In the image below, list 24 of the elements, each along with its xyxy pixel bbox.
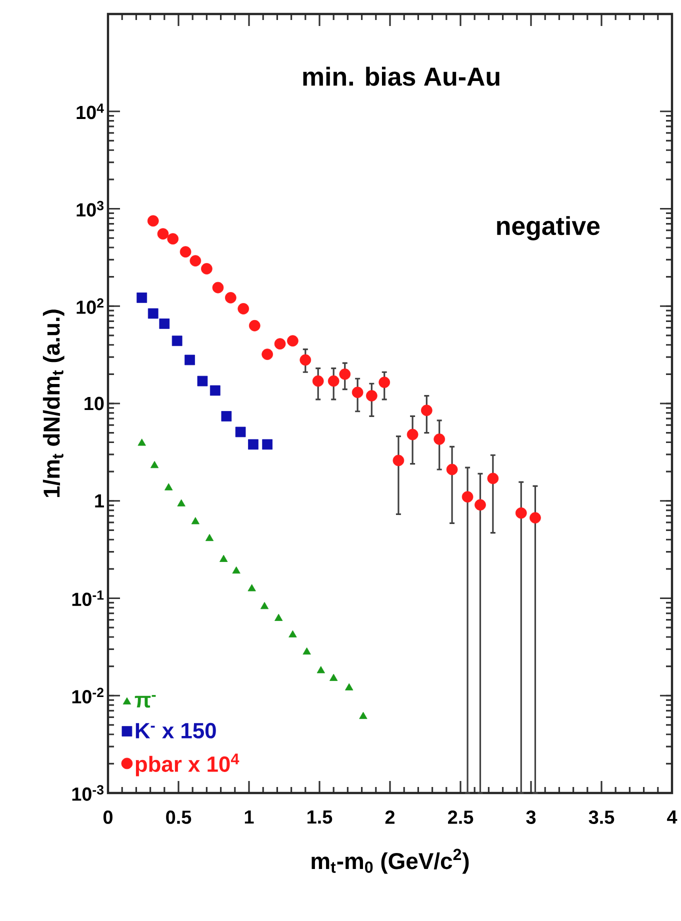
x-tick-label: 3.5 [588,810,614,824]
legend-label: K$^{-}$ x 150 [136,722,216,738]
x-tick-label: 0.5 [166,810,192,824]
y-tick-label: 10 [84,396,104,410]
y-tick-label: 10$^{-2}$ [72,688,104,704]
y-tick-label: 10$^{2}$ [76,298,104,314]
y-tick-label: 10$^{-1}$ [72,590,104,606]
annotation: negative [497,216,600,240]
y-axis-title: 1/m$_{t}$ dN/dm$_{t}$ (a.u.) [43,310,65,498]
y-tick-label: 10$^{4}$ [76,104,104,120]
annotation: min. bias Au-Au [303,66,500,86]
legend-label: pbar x 10$^{4}$ [136,754,240,776]
x-tick-label: 3 [526,810,536,824]
y-tick-label: 10$^{3}$ [76,200,104,217]
y-tick-label: 10$^{-3}$ [72,785,104,801]
y-tick-label: 1 [95,494,104,508]
x-axis-title: m$_{t}$-m$_{0}$ (GeV/c$^{2}$) [312,848,469,874]
x-tick-label: 4 [667,810,678,824]
x-tick-label: 0 [104,810,113,824]
x-tick-label: 1.5 [308,810,332,824]
x-tick-label: 2 [386,810,395,824]
legend-label: π$^{-}$ [135,695,156,708]
x-tick-label: 1 [245,810,254,824]
x-tick-label: 2.5 [448,810,474,824]
